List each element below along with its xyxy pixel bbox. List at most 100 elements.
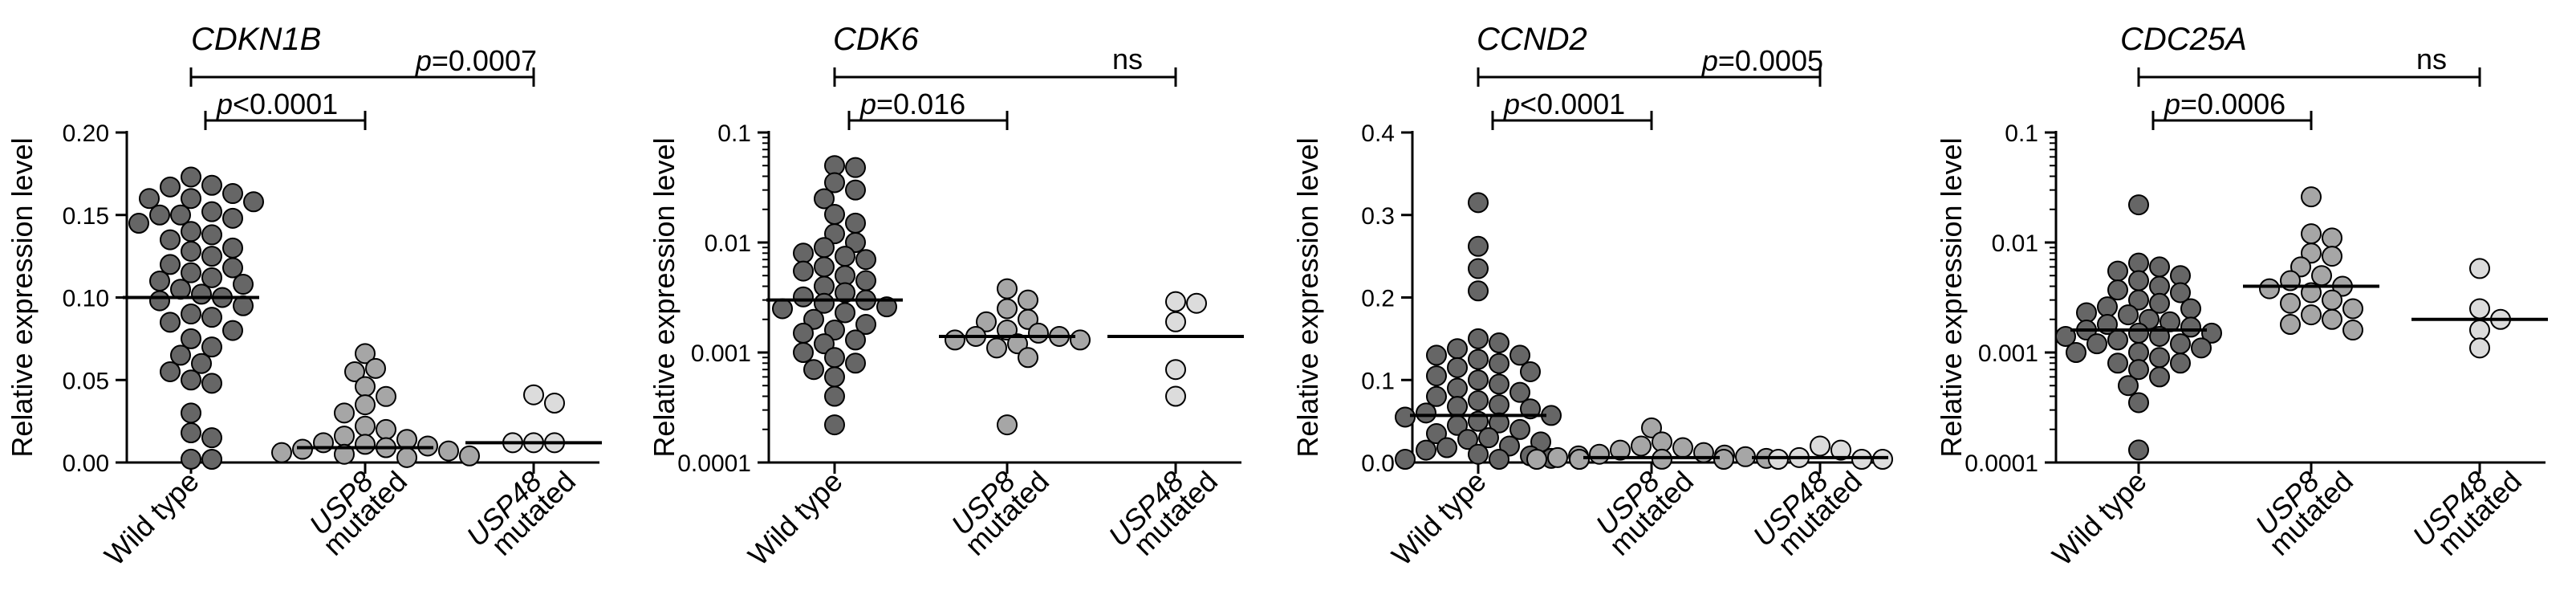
data-point (855, 270, 876, 291)
p-value-label: p=0.016 (859, 88, 965, 120)
data-point (2301, 304, 2322, 326)
data-point (845, 157, 866, 178)
x-tick-label: Wild type (1385, 465, 1493, 573)
data-point (181, 240, 201, 262)
data-point (365, 357, 386, 379)
y-tick-label: 0.4 (1361, 120, 1395, 147)
data-point (292, 438, 313, 460)
data-point (1186, 292, 1207, 314)
data-point (355, 434, 376, 455)
x-tick-label: Wild type (2046, 465, 2153, 573)
p-value-label: p<0.0001 (1503, 88, 1625, 120)
data-point (824, 204, 845, 226)
data-point (845, 352, 866, 374)
y-tick-label: 0.001 (1978, 340, 2038, 367)
y-tick-label: 0.2 (1361, 286, 1395, 312)
data-point (1526, 449, 1547, 470)
data-point (376, 385, 396, 407)
data-point (2322, 246, 2342, 267)
data-point (835, 246, 855, 267)
data-point (2170, 333, 2191, 355)
data-point (1395, 449, 1416, 470)
data-point (1489, 394, 1509, 416)
significance-bracket: ns (2137, 43, 2481, 87)
y-tick-label: 0.1 (1361, 368, 1395, 394)
data-point (2128, 270, 2149, 291)
data-point (2322, 308, 2342, 330)
y-tick-label: 0.01 (1992, 230, 2038, 257)
data-point (1652, 431, 1672, 453)
data-point (222, 207, 243, 229)
data-point (181, 328, 201, 349)
y-tick-label: 0.15 (63, 203, 109, 230)
y-tick-label: 0.1 (2005, 120, 2038, 147)
data-point (2180, 298, 2201, 320)
data-point (355, 394, 376, 416)
data-point (835, 302, 855, 324)
data-point (814, 237, 835, 259)
data-point (334, 426, 355, 447)
data-point (997, 414, 1018, 436)
data-point (2066, 342, 2086, 363)
data-point (2180, 316, 2201, 338)
data-point (2259, 278, 2280, 300)
data-point (2086, 333, 2107, 355)
significance-bracket: ns (833, 43, 1177, 87)
data-point (1810, 435, 1830, 457)
y-axis-label: Relative expression level (1291, 137, 1324, 457)
data-point (824, 414, 845, 436)
data-point (271, 442, 292, 463)
data-point (222, 257, 243, 279)
data-point (824, 366, 845, 388)
data-point (997, 298, 1018, 320)
data-point (181, 188, 201, 210)
data-point (1693, 442, 1714, 463)
data-point (139, 188, 160, 210)
data-point (824, 385, 845, 407)
data-point (1468, 192, 1489, 214)
y-tick-label: 0.0 (1361, 450, 1395, 477)
data-point (1165, 359, 1186, 381)
data-point (2128, 289, 2149, 311)
data-point (160, 254, 181, 275)
data-point (2201, 322, 2222, 344)
data-point (803, 308, 824, 330)
data-point (1768, 449, 1789, 470)
data-point (2128, 252, 2149, 274)
data-point (1018, 308, 1038, 330)
x-tick-label-text: Wild type (2046, 465, 2153, 573)
data-point (149, 204, 170, 226)
data-point (1851, 449, 1872, 470)
data-point (1457, 429, 1478, 450)
p-value-label: p=0.0005 (1701, 44, 1823, 77)
data-point (2469, 258, 2490, 279)
data-point (2301, 186, 2322, 208)
data-point (2128, 322, 2149, 344)
data-point (1468, 389, 1489, 411)
data-point (1830, 439, 1851, 461)
data-point (1547, 446, 1568, 468)
data-point (2149, 366, 2170, 388)
data-point (2107, 352, 2128, 374)
data-point (1416, 402, 1436, 424)
data-point (1395, 406, 1416, 428)
data-point (1468, 235, 1489, 257)
data-point (170, 204, 191, 226)
chart-title: CDKN1B (191, 22, 321, 57)
data-point (793, 286, 814, 308)
data-point (1520, 361, 1541, 382)
data-point (2170, 282, 2191, 304)
data-point (233, 274, 254, 295)
data-point (772, 298, 793, 320)
chart-title: CDK6 (833, 22, 919, 57)
data-point (803, 359, 824, 381)
data-point (1426, 344, 1447, 366)
data-point (845, 329, 866, 351)
data-point (1468, 369, 1489, 391)
data-point (243, 191, 264, 213)
y-tick-label: 0.10 (63, 286, 109, 312)
